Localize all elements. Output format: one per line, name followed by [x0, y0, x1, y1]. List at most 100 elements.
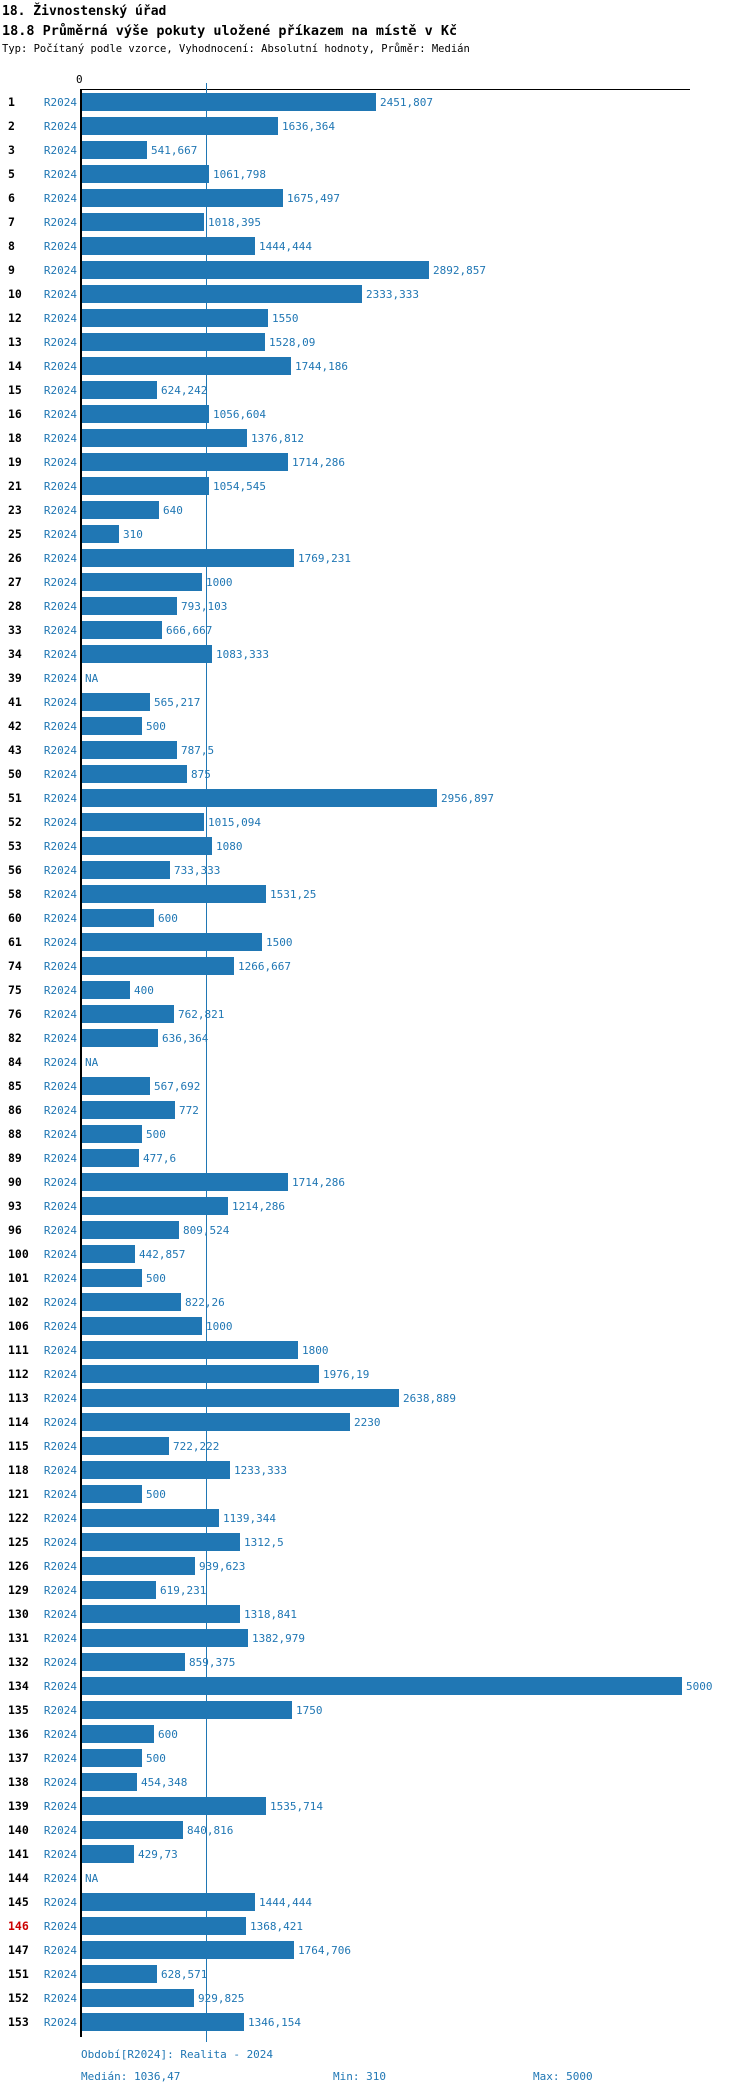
bar-zone: 1056,604: [82, 405, 750, 423]
chart-row: 18 R2024 1376,812: [0, 426, 750, 450]
chart-header: 18. Živnostenský úřad 18.8 Průměrná výše…: [2, 2, 470, 58]
bar: [82, 1005, 174, 1023]
series-label: R2024: [43, 167, 77, 181]
series-label: R2024: [43, 1487, 77, 1501]
value-label: 793,103: [181, 599, 228, 613]
bar-zone: 1744,186: [82, 357, 750, 375]
chart-row: 61 R2024 1500: [0, 930, 750, 954]
series-label: R2024: [43, 1583, 77, 1597]
bar-zone: 636,364: [82, 1029, 750, 1047]
footer-min: Min: 310: [333, 2070, 386, 2083]
chart-row: 145 R2024 1444,444: [0, 1890, 750, 1914]
row-number: 5: [8, 167, 15, 181]
row-number: 61: [8, 935, 22, 949]
bar: [82, 765, 187, 783]
chart-row: 118 R2024 1233,333: [0, 1458, 750, 1482]
bar: [82, 1581, 156, 1599]
value-label: 1444,444: [259, 239, 312, 253]
series-label: R2024: [43, 551, 77, 565]
value-label: 628,571: [161, 1967, 208, 1981]
value-label: 5000: [686, 1679, 713, 1693]
bar: [82, 1533, 240, 1551]
row-number: 102: [8, 1295, 29, 1309]
chart-row: 39 R2024 NA: [0, 666, 750, 690]
row-number: 23: [8, 503, 22, 517]
row-number: 9: [8, 263, 15, 277]
bar-zone: 1083,333: [82, 645, 750, 663]
value-label: 1500: [266, 935, 293, 949]
row-number: 141: [8, 1847, 29, 1861]
value-label: 666,667: [166, 623, 213, 637]
chart-row: 19 R2024 1714,286: [0, 450, 750, 474]
bar: [82, 1269, 142, 1287]
bar: [82, 285, 362, 303]
value-label: 822,26: [185, 1295, 225, 1309]
value-label: 2892,857: [433, 263, 486, 277]
bar-zone: 400: [82, 981, 750, 999]
row-number: 28: [8, 599, 22, 613]
chart-row: 130 R2024 1318,841: [0, 1602, 750, 1626]
chart-title: 18.8 Průměrná výše pokuty uložené příkaz…: [2, 23, 458, 39]
chart-row: 111 R2024 1800: [0, 1338, 750, 1362]
row-number: 151: [8, 1967, 29, 1981]
chart-row: 16 R2024 1056,604: [0, 402, 750, 426]
value-label-na: NA: [85, 671, 99, 685]
value-label: 400: [134, 983, 154, 997]
bar: [82, 1677, 682, 1695]
chart-row: 106 R2024 1000: [0, 1314, 750, 1338]
bar-zone: 1000: [82, 573, 750, 591]
chart-row: 42 R2024 500: [0, 714, 750, 738]
bar-zone: 793,103: [82, 597, 750, 615]
chart-row: 8 R2024 1444,444: [0, 234, 750, 258]
bar-zone: 500: [82, 717, 750, 735]
bar: [82, 1965, 157, 1983]
bar-zone: 1368,421: [82, 1917, 750, 1935]
chart-row: 25 R2024 310: [0, 522, 750, 546]
chart-row: 33 R2024 666,667: [0, 618, 750, 642]
value-label: 1214,286: [232, 1199, 285, 1213]
chart-row: 100 R2024 442,857: [0, 1242, 750, 1266]
chart-row: 147 R2024 1764,706: [0, 1938, 750, 1962]
bar: [82, 1485, 142, 1503]
series-label: R2024: [43, 815, 77, 829]
value-label: 619,231: [160, 1583, 207, 1597]
value-label: 859,375: [189, 1655, 236, 1669]
bar-zone: 500: [82, 1125, 750, 1143]
bar: [82, 1989, 194, 2007]
series-label: R2024: [43, 767, 77, 781]
value-label: 1800: [302, 1343, 329, 1357]
bar-zone: 600: [82, 1725, 750, 1743]
bar-zone: 1444,444: [82, 237, 750, 255]
series-label: R2024: [43, 599, 77, 613]
series-label: R2024: [43, 1103, 77, 1117]
chart-row: 52 R2024 1015,094: [0, 810, 750, 834]
series-label: R2024: [43, 1679, 77, 1693]
bar-zone: 840,816: [82, 1821, 750, 1839]
bar: [82, 837, 212, 855]
row-number: 82: [8, 1031, 22, 1045]
series-label: R2024: [43, 1271, 77, 1285]
chart-row: 135 R2024 1750: [0, 1698, 750, 1722]
bar: [82, 309, 268, 327]
series-label: R2024: [43, 1967, 77, 1981]
chart-row: 10 R2024 2333,333: [0, 282, 750, 306]
value-label: 1550: [272, 311, 299, 325]
bar: [82, 501, 159, 519]
bar: [82, 237, 255, 255]
value-label: 429,73: [138, 1847, 178, 1861]
chart-row: 14 R2024 1744,186: [0, 354, 750, 378]
median-line: [206, 83, 207, 2042]
value-label: 1266,667: [238, 959, 291, 973]
series-label: R2024: [43, 431, 77, 445]
row-number: 8: [8, 239, 15, 253]
chart-row: 60 R2024 600: [0, 906, 750, 930]
chart-row: 34 R2024 1083,333: [0, 642, 750, 666]
series-label: R2024: [43, 1943, 77, 1957]
row-number: 115: [8, 1439, 29, 1453]
bar: [82, 549, 294, 567]
bar-zone: NA: [82, 672, 750, 685]
value-label: 2230: [354, 1415, 381, 1429]
value-label: 600: [158, 911, 178, 925]
chart-row: 153 R2024 1346,154: [0, 2010, 750, 2034]
bar: [82, 1365, 319, 1383]
